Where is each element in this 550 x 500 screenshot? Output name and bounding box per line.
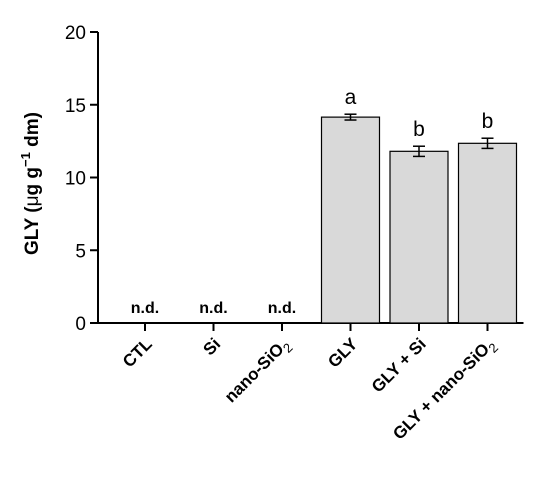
not-detected-label: n.d.	[199, 300, 227, 317]
not-detected-label: n.d.	[268, 300, 296, 317]
y-axis-label-part: GLY (	[22, 206, 43, 255]
y-tick-label: 20	[65, 23, 86, 44]
y-tick-label: 10	[65, 169, 86, 190]
x-tick-label: GLY + Si	[368, 334, 430, 396]
bar-5	[389, 150, 449, 324]
x-tick-label-text: GLY	[324, 334, 362, 372]
significance-letter: a	[345, 86, 357, 109]
x-tick-label-text: Si	[200, 334, 225, 359]
y-axis-label-part: dm)	[22, 112, 43, 152]
not-detected-label: n.d.	[131, 300, 159, 317]
x-tick-label-text: GLY + Si	[368, 334, 430, 396]
significance-letter: b	[413, 118, 425, 141]
x-tick-label-text: nano-SiO	[221, 340, 288, 407]
y-tick-label: 5	[75, 241, 86, 262]
y-axis-label-part: μ	[22, 195, 43, 206]
significance-letter: b	[482, 110, 494, 133]
bar-4	[320, 116, 381, 324]
x-tick-label: Si	[200, 334, 225, 359]
bar-6	[457, 142, 518, 324]
x-tick-label: CTL	[119, 334, 156, 371]
x-tick-label-text: CTL	[119, 334, 156, 371]
x-tick-label: GLY	[324, 334, 362, 372]
y-tick-label: 0	[75, 314, 86, 335]
y-axis-label-superscript: −1	[18, 152, 33, 167]
y-axis-label-part: g g	[22, 167, 43, 196]
y-tick-label: 15	[65, 96, 86, 117]
y-axis-label: GLY (μg g−1 dm)	[18, 112, 43, 255]
x-tick-label: nano-SiO2	[221, 334, 296, 409]
